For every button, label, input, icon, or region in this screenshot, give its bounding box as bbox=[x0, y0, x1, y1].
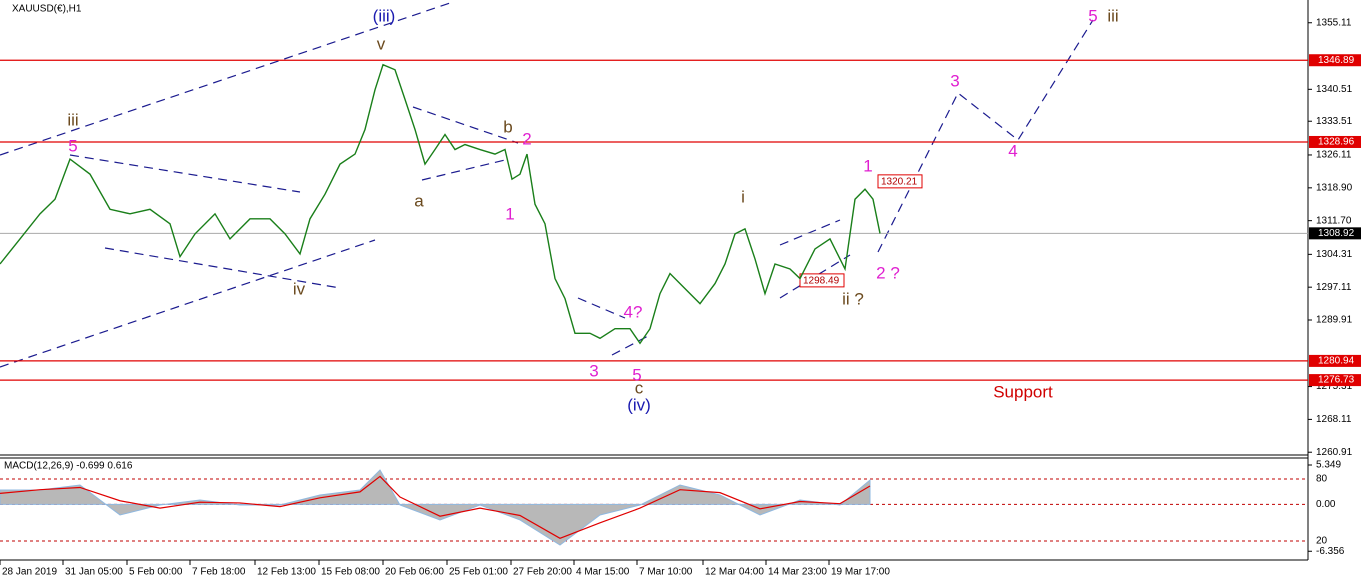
wave-label: 5 bbox=[632, 365, 641, 384]
y-tick-label: 1289.91 bbox=[1316, 315, 1353, 326]
x-tick-label: 7 Feb 18:00 bbox=[192, 567, 246, 578]
wave-label: Support bbox=[993, 382, 1053, 401]
macd-tick-label: 5.349 bbox=[1316, 460, 1341, 471]
level-box bbox=[1309, 135, 1361, 148]
level-box bbox=[1309, 54, 1361, 67]
price-marker bbox=[799, 273, 845, 288]
y-tick-label: 1318.90 bbox=[1316, 182, 1353, 193]
y-tick-label: 1275.31 bbox=[1316, 381, 1353, 392]
wave-label: 4 bbox=[1008, 141, 1017, 160]
x-tick-label: 20 Feb 06:00 bbox=[385, 567, 444, 578]
macd-label: MACD(12,26,9) -0.699 0.616 bbox=[4, 461, 133, 472]
price-marker-label: 1298.49 bbox=[803, 276, 840, 287]
wave-label: 5 bbox=[1088, 6, 1097, 25]
last-price-label: 1308.92 bbox=[1318, 228, 1355, 239]
wave-label: i bbox=[741, 187, 745, 206]
wave-label: 1 bbox=[505, 204, 514, 223]
wave-label: iii bbox=[1107, 6, 1118, 25]
price-line bbox=[0, 63, 881, 345]
macd-histogram bbox=[0, 469, 871, 546]
x-tick-label: 28 Jan 2019 bbox=[2, 567, 57, 578]
wave-label: 2 bbox=[522, 129, 531, 148]
symbol-title: XAUUSD(€),H1 bbox=[12, 4, 82, 15]
x-tick-label: 27 Feb 20:00 bbox=[513, 567, 572, 578]
macd-tick-label: 20 bbox=[1316, 536, 1328, 547]
wave-label: ii ? bbox=[842, 289, 864, 308]
x-tick-label: 15 Feb 08:00 bbox=[321, 567, 380, 578]
trend-lines bbox=[0, 2, 1094, 368]
macd-signal bbox=[0, 475, 871, 539]
y-tick-label: 1268.11 bbox=[1316, 414, 1352, 425]
wave-label: iii bbox=[67, 110, 78, 129]
wave-label: 5 bbox=[68, 136, 77, 155]
y-tick-label: 1304.31 bbox=[1316, 249, 1353, 260]
x-tick-label: 4 Mar 15:00 bbox=[576, 567, 630, 578]
wave-label: iv bbox=[293, 279, 306, 298]
wave-label: v bbox=[377, 34, 386, 53]
macd-tick-label: 80 bbox=[1316, 474, 1328, 485]
y-tick-label: 1355.11 bbox=[1316, 17, 1352, 28]
x-tick-label: 7 Mar 10:00 bbox=[639, 567, 693, 578]
y-tick-label: 1311.70 bbox=[1316, 215, 1352, 226]
wave-label: b bbox=[503, 117, 512, 136]
x-tick-label: 5 Feb 00:00 bbox=[129, 567, 183, 578]
x-tick-label: 12 Mar 04:00 bbox=[705, 567, 764, 578]
wave-label: a bbox=[414, 191, 424, 210]
y-tick-label: 1333.51 bbox=[1316, 116, 1353, 127]
last-price-box bbox=[1309, 227, 1361, 240]
wave-label: 3 bbox=[950, 71, 959, 90]
x-tick-label: 25 Feb 01:00 bbox=[449, 567, 508, 578]
level-label: 1276.73 bbox=[1318, 375, 1355, 386]
y-tick-label: 1340.51 bbox=[1316, 84, 1353, 95]
wave-label: 2 ? bbox=[876, 263, 900, 282]
level-label: 1280.94 bbox=[1318, 356, 1355, 367]
level-box bbox=[1309, 374, 1361, 387]
wave-label: 4? bbox=[624, 302, 643, 321]
level-label: 1346.89 bbox=[1318, 55, 1355, 66]
wave-label: c bbox=[635, 378, 644, 397]
wave-label: (iv) bbox=[627, 395, 651, 414]
wave-label: 1 bbox=[863, 156, 872, 175]
level-label: 1328.96 bbox=[1318, 137, 1355, 148]
wave-label: (iii) bbox=[373, 6, 396, 25]
macd-tick-label: -6.356 bbox=[1316, 546, 1345, 557]
y-tick-label: 1297.11 bbox=[1316, 282, 1352, 293]
price-marker bbox=[877, 174, 923, 189]
y-tick-label: 1260.91 bbox=[1316, 447, 1353, 458]
macd-tick-label: 0.00 bbox=[1316, 499, 1336, 510]
level-box bbox=[1309, 354, 1361, 367]
y-tick-label: 1326.11 bbox=[1316, 150, 1352, 161]
wave-label: 3 bbox=[589, 361, 598, 380]
x-tick-label: 12 Feb 13:00 bbox=[257, 567, 316, 578]
price-marker-label: 1320.21 bbox=[881, 177, 918, 188]
x-tick-label: 14 Mar 23:00 bbox=[768, 567, 827, 578]
x-tick-label: 19 Mar 17:00 bbox=[831, 567, 890, 578]
x-tick-label: 31 Jan 05:00 bbox=[65, 567, 123, 578]
